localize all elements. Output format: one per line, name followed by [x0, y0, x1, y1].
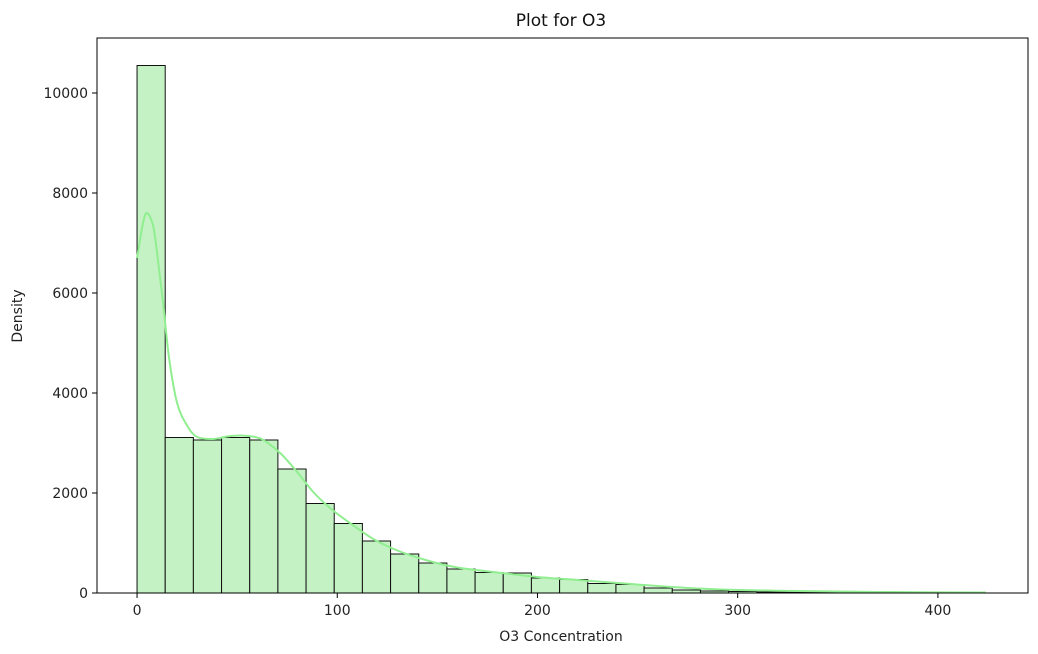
x-axis-label: O3 Concentration	[499, 629, 622, 645]
histogram-bar	[192, 439, 223, 594]
histogram-bar	[277, 468, 307, 594]
x-axis: 0 100 200 300 400	[133, 593, 952, 619]
plot-frame	[96, 37, 1029, 594]
y-tick-label: 10000	[43, 86, 88, 102]
y-tick-label: 6000	[52, 286, 88, 302]
y-axis-label: Density	[10, 289, 26, 342]
y-tick-label: 4000	[52, 386, 88, 402]
x-tick-label: 200	[524, 603, 551, 619]
chart-title: Plot for O3	[516, 11, 606, 31]
y-tick-label: 8000	[52, 186, 88, 202]
x-tick-label: 100	[324, 603, 351, 619]
y-axis: 0 2000 4000 6000 8000 10000	[43, 86, 97, 602]
histogram-bar	[390, 553, 420, 594]
histogram-bar	[530, 577, 561, 594]
x-tick-label: 300	[724, 603, 751, 619]
histogram-bar	[643, 587, 673, 594]
histogram-bar	[305, 503, 335, 594]
histogram-bar	[587, 583, 617, 594]
histogram-bar	[136, 65, 166, 594]
y-tick-label: 0	[79, 586, 88, 602]
histogram-bar	[559, 579, 589, 594]
histogram-bar	[333, 523, 363, 594]
histogram-bar	[418, 562, 448, 594]
histogram-bar	[221, 437, 251, 594]
x-tick-label: 400	[925, 603, 952, 619]
y-tick-label: 2000	[52, 486, 88, 502]
histogram-bar	[164, 437, 194, 594]
histogram-bar	[249, 439, 279, 594]
bars-group	[136, 65, 983, 594]
histogram-bar	[446, 568, 476, 594]
x-tick-label: 0	[133, 603, 142, 619]
histogram-bar	[474, 572, 504, 594]
histogram-bar	[361, 540, 392, 594]
histogram-bar	[615, 584, 645, 594]
kde-curve	[136, 211, 986, 594]
